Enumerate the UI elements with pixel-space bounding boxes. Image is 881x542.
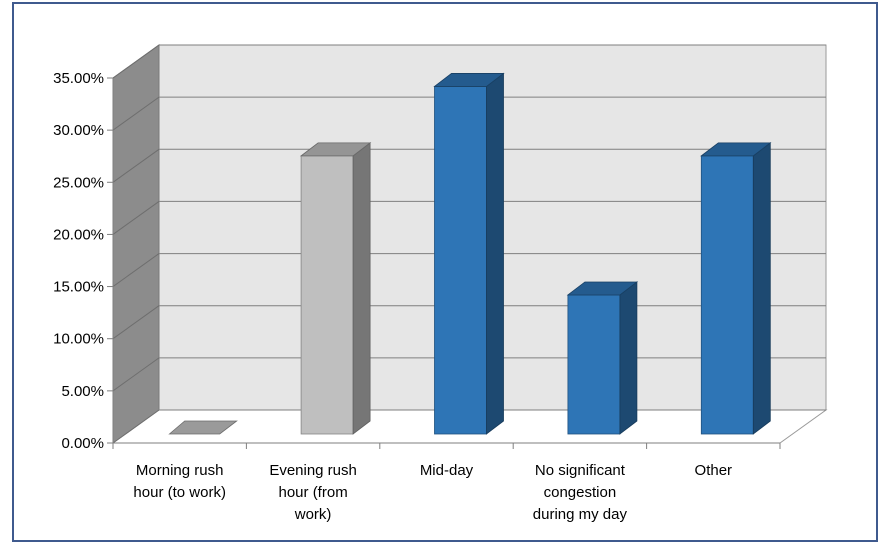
x-axis-labels: Morning rush hour (to work) Evening rush ho… xyxy=(112,442,781,523)
bar-side xyxy=(752,142,771,435)
gridline-side xyxy=(112,253,160,287)
bar-top xyxy=(700,142,772,157)
gridline-side xyxy=(112,96,160,131)
bar-side xyxy=(486,72,504,435)
y-tick-label: 15.00% xyxy=(53,279,104,296)
bars xyxy=(168,72,772,435)
gridline-side xyxy=(112,201,160,235)
y-tick-label: 25.00% xyxy=(53,174,104,191)
category-label: Mid-day xyxy=(420,462,474,479)
bar-front xyxy=(434,86,487,435)
category-label: Evening rush hour (from work) xyxy=(269,462,357,523)
bar-side xyxy=(352,142,371,435)
side-wall xyxy=(112,44,160,444)
gridline-side xyxy=(112,148,160,183)
y-axis-ticks: 0.00% 5.00% 10.00% 15.00% 20.00% 25.00% 30.00%… xyxy=(53,70,114,452)
y-tick-label: 5.00% xyxy=(61,383,104,400)
gridline-side xyxy=(112,409,160,444)
bar-top xyxy=(433,73,505,87)
bar xyxy=(299,142,372,435)
category-label: Morning rush hour (to work) xyxy=(133,462,226,501)
bar xyxy=(566,281,639,435)
category-label: Other xyxy=(695,462,733,479)
bar xyxy=(168,420,238,435)
bar-side xyxy=(619,281,638,435)
bar-top xyxy=(299,142,372,157)
bar-front xyxy=(700,155,754,435)
bar xyxy=(433,72,505,435)
gridline-side xyxy=(112,305,160,340)
y-tick-label: 10.00% xyxy=(53,331,104,348)
bar-top xyxy=(566,281,639,296)
bar-top xyxy=(168,420,238,435)
y-tick-label: 20.00% xyxy=(53,226,104,243)
bar xyxy=(700,142,772,435)
y-tick-label: 30.00% xyxy=(53,122,104,139)
gridline-side xyxy=(112,357,160,392)
gridline-side xyxy=(112,44,160,79)
category-label: No significant congestion during my day xyxy=(533,462,628,523)
bar-front xyxy=(567,294,621,435)
bar-front xyxy=(300,155,354,435)
y-tick-label: 35.00% xyxy=(53,70,104,87)
y-tick-label: 0.00% xyxy=(61,435,104,452)
